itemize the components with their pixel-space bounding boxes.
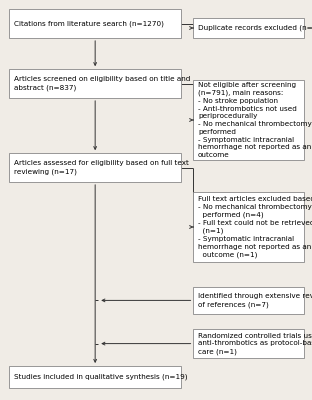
FancyBboxPatch shape (9, 69, 181, 98)
Text: Randomized controlled trials using
anti-thrombotics as protocol-based
care (n=1): Randomized controlled trials using anti-… (198, 333, 312, 355)
Text: Articles assessed for eligibility based on full text
reviewing (n=17): Articles assessed for eligibility based … (14, 160, 189, 175)
Text: Citations from literature search (n=1270): Citations from literature search (n=1270… (14, 20, 164, 27)
FancyBboxPatch shape (193, 18, 304, 38)
Text: Not eligible after screening
(n=791), main reasons:
- No stroke population
- Ant: Not eligible after screening (n=791), ma… (198, 82, 312, 158)
FancyBboxPatch shape (9, 9, 181, 38)
FancyBboxPatch shape (193, 192, 304, 262)
Text: Studies included in qualitative synthesis (n=19): Studies included in qualitative synthesi… (14, 374, 188, 380)
FancyBboxPatch shape (193, 80, 304, 160)
Text: Duplicate records excluded (n=433): Duplicate records excluded (n=433) (198, 25, 312, 31)
FancyBboxPatch shape (193, 329, 304, 358)
FancyBboxPatch shape (9, 153, 181, 182)
Text: Full text articles excluded based on:
- No mechanical thrombectomy
  performed (: Full text articles excluded based on: - … (198, 196, 312, 258)
Text: Articles screened on eligibility based on title and
abstract (n=837): Articles screened on eligibility based o… (14, 76, 190, 91)
Text: Identified through extensive review
of references (n=7): Identified through extensive review of r… (198, 293, 312, 308)
FancyBboxPatch shape (193, 287, 304, 314)
FancyBboxPatch shape (9, 366, 181, 388)
